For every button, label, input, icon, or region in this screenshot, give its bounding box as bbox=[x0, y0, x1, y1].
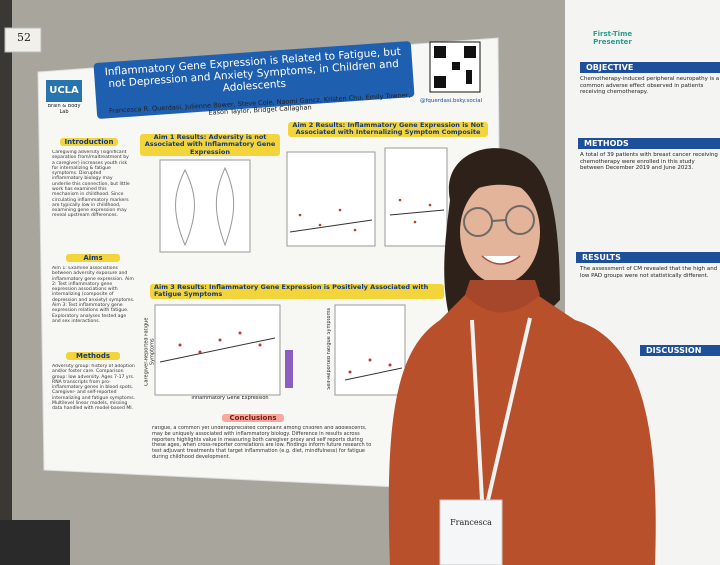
social-handle: @fquerdasi.bsky.social bbox=[420, 98, 483, 104]
right-heading: RESULTS bbox=[576, 252, 720, 263]
section-body: Aim 1: Examine associations between adve… bbox=[52, 266, 135, 324]
camera-foreground bbox=[0, 520, 70, 565]
right-heading: METHODS bbox=[578, 138, 720, 149]
section-heading: Methods bbox=[66, 352, 120, 361]
lab-name: Brain & Body Lab bbox=[47, 104, 81, 115]
result-heading: Aim 1 Results: Adversity is not Associat… bbox=[140, 134, 280, 157]
section-heading: Introduction bbox=[60, 138, 118, 147]
section-heading: Conclusions bbox=[222, 414, 284, 423]
presenter-badge: First-Time Presenter bbox=[592, 30, 633, 47]
result-heading: Aim 3 Results: Inflammatory Gene Express… bbox=[150, 284, 444, 299]
right-heading: OBJECTIVE bbox=[580, 62, 720, 73]
axis-label: Inflammatory Gene Expression bbox=[191, 396, 269, 401]
result-heading: Aim 2 Results: Inflammatory Gene Express… bbox=[288, 122, 488, 137]
right-text: The assessment of CM revealed that the h… bbox=[580, 266, 718, 279]
board-edge bbox=[0, 0, 12, 565]
right-text: Chemotherapy-induced peripheral neuropat… bbox=[580, 76, 720, 96]
right-heading: DISCUSSION bbox=[640, 345, 720, 356]
name-badge-text: Francesca bbox=[450, 518, 492, 527]
logo: UCLA bbox=[46, 80, 82, 102]
axis-label: Self-Reported Fatigue Symptoms bbox=[327, 307, 333, 390]
section-body: Caregiving adversity (significant separa… bbox=[52, 150, 130, 219]
number-tag-text: 52 bbox=[17, 32, 31, 44]
right-text: A total of 39 patients with breast cance… bbox=[580, 152, 718, 172]
axis-label: Caregiver-Reported Fatigue Symptoms bbox=[144, 317, 155, 386]
number-tag bbox=[4, 27, 42, 53]
section-body: Fatigue, a common yet underappreciated c… bbox=[152, 426, 372, 460]
section-heading: Aims bbox=[66, 254, 120, 263]
section-body: Adversity group: history of adoption and… bbox=[52, 364, 136, 412]
